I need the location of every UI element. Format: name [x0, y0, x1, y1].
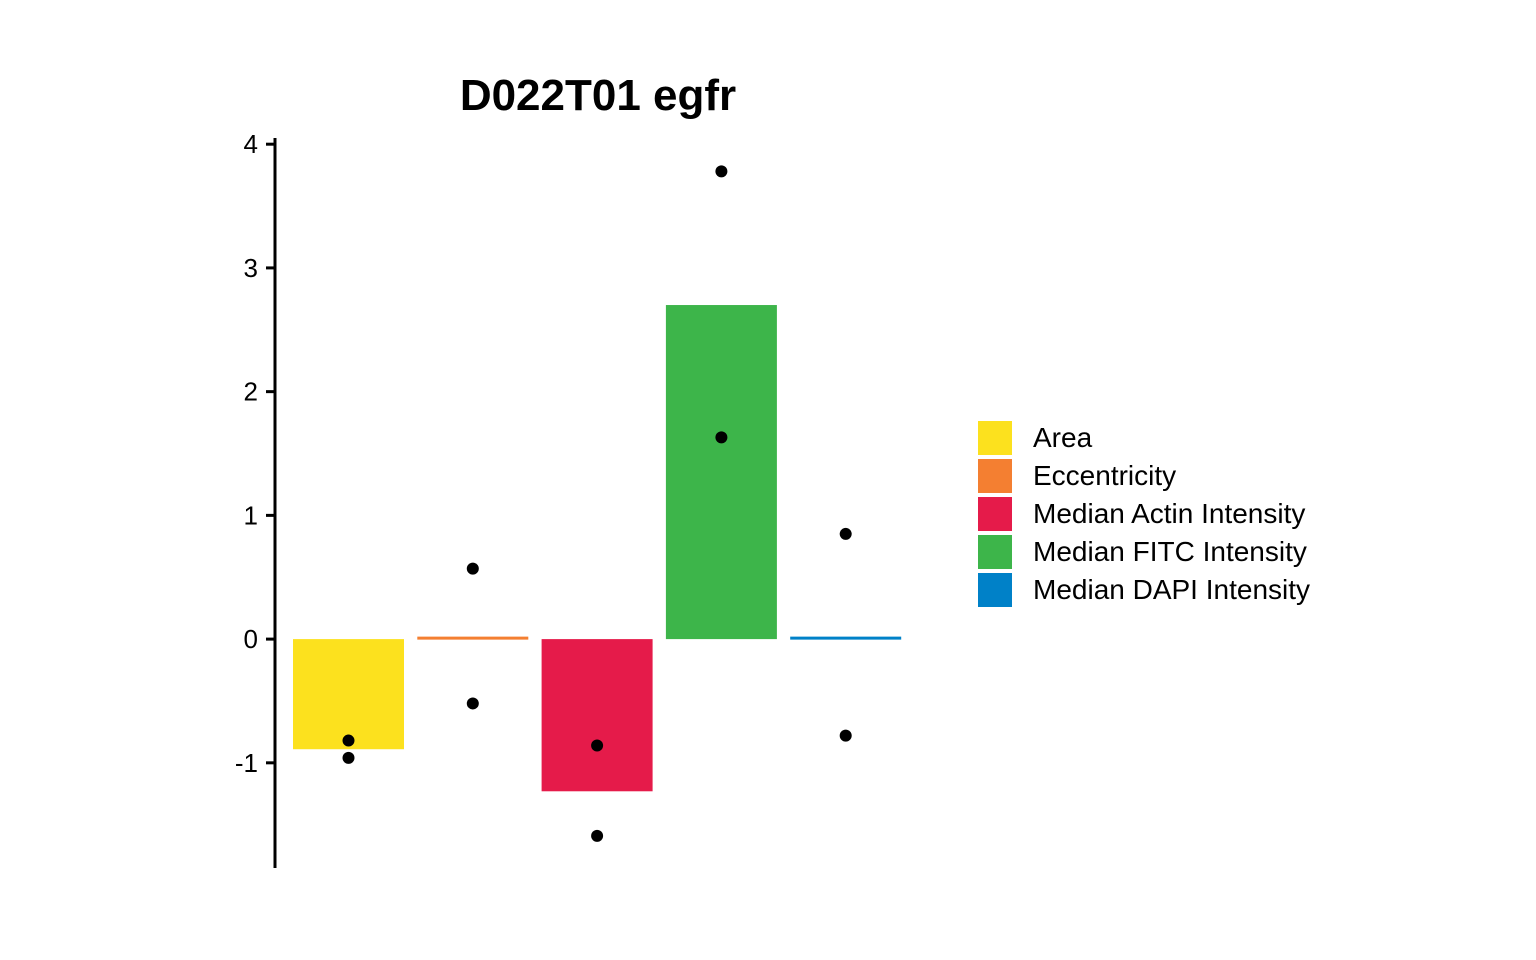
- legend-label: Median DAPI Intensity: [1033, 574, 1311, 605]
- y-tick-label: 3: [244, 253, 258, 283]
- bar: [293, 639, 404, 750]
- bar: [541, 639, 653, 792]
- bar: [417, 636, 529, 640]
- legend-item: Area: [978, 419, 1310, 457]
- legend: Area Eccentricity Median Actin Intensity Me…: [978, 419, 1310, 609]
- y-tick-label: 0: [244, 624, 258, 654]
- legend-label: Eccentricity: [1033, 460, 1177, 491]
- legend-label: Area: [1033, 422, 1093, 453]
- legend-swatch: [978, 535, 1012, 569]
- legend-swatch: [978, 573, 1012, 607]
- data-point: [839, 527, 852, 540]
- y-tick-label: 1: [244, 500, 258, 530]
- bars-group: [293, 305, 902, 792]
- data-point: [591, 739, 604, 752]
- legend-swatch: [978, 459, 1012, 493]
- data-point: [466, 562, 479, 575]
- data-point: [715, 165, 728, 178]
- chart-title: D022T01 egfr: [460, 71, 736, 120]
- data-point: [591, 829, 604, 842]
- data-point: [342, 734, 355, 747]
- data-point: [342, 751, 355, 764]
- legend-item: Median DAPI Intensity: [978, 571, 1310, 609]
- bar: [665, 305, 777, 640]
- legend-item: Median Actin Intensity: [978, 495, 1310, 533]
- legend-label: Median Actin Intensity: [1033, 498, 1306, 529]
- y-tick-label: 4: [244, 129, 258, 159]
- legend-swatch: [978, 421, 1012, 455]
- y-tick-label: 2: [244, 377, 258, 407]
- legend-item: Eccentricity: [978, 457, 1310, 495]
- y-axis-ticks: 4 3 2 1 0 -1: [235, 129, 275, 778]
- data-point: [715, 431, 728, 444]
- legend-item: Median FITC Intensity: [978, 533, 1310, 571]
- data-point: [466, 697, 479, 710]
- bar: [790, 636, 902, 640]
- y-tick-label: -1: [235, 748, 258, 778]
- legend-swatch: [978, 497, 1012, 531]
- legend-label: Median FITC Intensity: [1033, 536, 1307, 567]
- points-group: [342, 165, 852, 842]
- data-point: [839, 729, 852, 742]
